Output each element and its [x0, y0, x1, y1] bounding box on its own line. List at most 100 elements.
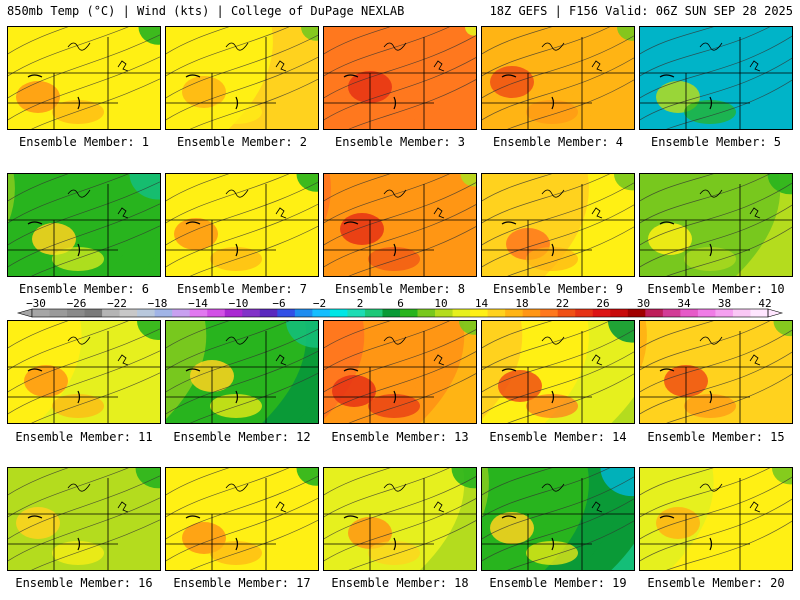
- colorbar-swatch: [259, 309, 278, 317]
- colorbar-tick-label: 18: [515, 297, 528, 310]
- colorbar-tick-label: −18: [148, 297, 168, 310]
- colorbar-swatch: [452, 309, 471, 317]
- colorbar-swatch: [470, 309, 489, 317]
- temperature-field: [640, 468, 792, 570]
- colorbar-tick-label: −6: [272, 297, 285, 310]
- ensemble-member-map: [165, 467, 319, 571]
- ensemble-member-map: [323, 26, 477, 130]
- ensemble-member-label: Ensemble Member: 18: [331, 576, 469, 590]
- colorbar-swatch: [610, 309, 629, 317]
- temperature-field: [640, 321, 792, 423]
- colorbar-swatch: [347, 309, 366, 317]
- temperature-colorbar: −30 −26 −22 −18 −14 −10 −6 −2 2 6 10 14 18 22 26 30 34 38…: [16, 297, 784, 318]
- colorbar-swatch: [400, 309, 418, 317]
- colorbar-tick-label: 14: [475, 297, 489, 310]
- ensemble-member-map: [165, 26, 319, 130]
- temperature-field: [482, 27, 634, 129]
- temperature-field: [482, 174, 634, 276]
- ensemble-member-label: Ensemble Member: 11: [15, 430, 153, 444]
- temperature-field: [324, 27, 476, 129]
- colorbar-swatch: [102, 309, 121, 317]
- colorbar-swatch: [49, 309, 68, 317]
- colorbar-swatch: [750, 309, 769, 317]
- temperature-field: [640, 27, 792, 129]
- colorbar-swatch: [645, 309, 664, 317]
- colorbar-tick-label: 26: [596, 297, 609, 310]
- temperature-field: [8, 174, 160, 276]
- ensemble-member-label: Ensemble Member: 7: [176, 282, 308, 296]
- temperature-field: [482, 468, 634, 570]
- colorbar-swatch: [697, 309, 716, 317]
- temperature-field: [166, 27, 318, 129]
- colorbar-swatch: [84, 309, 103, 317]
- ensemble-member-label: Ensemble Member: 5: [650, 135, 782, 149]
- colorbar-tick-label: −14: [188, 297, 208, 310]
- ensemble-member-map: [639, 173, 793, 277]
- ensemble-member-label: Ensemble Member: 4: [492, 135, 624, 149]
- colorbar-tick-label: 10: [434, 297, 447, 310]
- colorbar-swatch: [435, 309, 453, 317]
- ensemble-member-label: Ensemble Member: 16: [15, 576, 153, 590]
- colorbar-tick-label: −22: [107, 297, 127, 310]
- ensemble-member-label: Ensemble Member: 19: [489, 576, 627, 590]
- temperature-field: [482, 321, 634, 423]
- colorbar-tick-label: 22: [556, 297, 569, 310]
- ensemble-member-map: [323, 467, 477, 571]
- header-right-title: 18Z GEFS | F156 Valid: 06Z SUN SEP 28 20…: [489, 4, 793, 18]
- colorbar-swatch: [207, 309, 226, 317]
- colorbar-swatch: [557, 309, 576, 317]
- colorbar-tick-label: 30: [637, 297, 650, 310]
- ensemble-member-label: Ensemble Member: 12: [173, 430, 311, 444]
- colorbar-swatch: [417, 309, 436, 317]
- colorbar-tick-label: −26: [67, 297, 87, 310]
- colorbar-tick-label: −30: [26, 297, 46, 310]
- colorbar-swatch: [312, 309, 331, 317]
- colorbar-swatch: [119, 309, 138, 317]
- colorbar-tick-label: −2: [313, 297, 326, 310]
- ensemble-member-label: Ensemble Member: 20: [647, 576, 785, 590]
- temperature-field: [8, 27, 160, 129]
- header-left-title: 850mb Temp (°C) | Wind (kts) | College o…: [7, 4, 405, 18]
- colorbar-swatch: [294, 309, 313, 317]
- ensemble-member-label: Ensemble Member: 3: [334, 135, 466, 149]
- colorbar-tick-label: 2: [357, 297, 364, 310]
- ensemble-member-map: [639, 26, 793, 130]
- colorbar-swatch: [364, 309, 383, 317]
- ensemble-member-map: [481, 26, 635, 130]
- ensemble-member-label: Ensemble Member: 8: [334, 282, 466, 296]
- colorbar-swatch: [329, 309, 348, 317]
- ensemble-member-map: [7, 320, 161, 424]
- ensemble-member-map: [481, 173, 635, 277]
- colorbar-tick-label: 34: [677, 297, 691, 310]
- ensemble-member-map: [481, 320, 635, 424]
- ensemble-member-label: Ensemble Member: 6: [18, 282, 150, 296]
- colorbar-tick-label: 42: [758, 297, 771, 310]
- colorbar-swatch: [732, 309, 751, 317]
- temperature-field: [324, 321, 476, 423]
- temperature-field: [166, 321, 318, 423]
- colorbar-swatch: [189, 309, 208, 317]
- colorbar-swatch: [522, 309, 541, 317]
- colorbar-swatch: [715, 309, 734, 317]
- ensemble-member-label: Ensemble Member: 17: [173, 576, 311, 590]
- ensemble-member-map: [7, 467, 161, 571]
- colorbar-swatch: [67, 309, 85, 317]
- ensemble-member-map: [165, 173, 319, 277]
- colorbar-swatch: [382, 309, 401, 317]
- colorbar-swatch: [680, 309, 699, 317]
- colorbar-swatch: [224, 309, 243, 317]
- colorbar-swatch: [154, 309, 173, 317]
- ensemble-member-label: Ensemble Member: 9: [492, 282, 624, 296]
- colorbar-swatch: [242, 309, 261, 317]
- ensemble-member-label: Ensemble Member: 10: [647, 282, 785, 296]
- ensemble-member-map: [639, 467, 793, 571]
- colorbar-left-arrow: [16, 308, 33, 318]
- ensemble-member-map: [639, 320, 793, 424]
- colorbar-swatch: [575, 309, 594, 317]
- ensemble-member-label: Ensemble Member: 14: [489, 430, 627, 444]
- colorbar-swatch: [540, 309, 559, 317]
- colorbar-swatch: [32, 309, 50, 317]
- colorbar-swatch: [505, 309, 524, 317]
- temperature-field: [324, 174, 476, 276]
- colorbar-tick-label: 6: [397, 297, 404, 310]
